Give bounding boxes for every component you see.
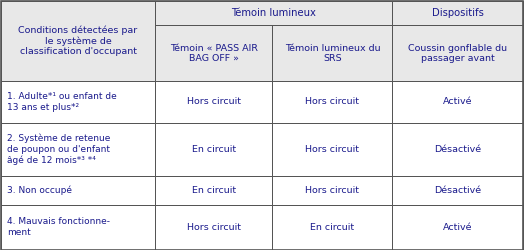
Bar (392, 82, 523, 122)
Bar (392, 176, 523, 205)
Bar (1, 82, 155, 122)
Bar (155, 122, 272, 176)
Text: Hors circuit: Hors circuit (305, 98, 359, 106)
Bar (1, 122, 155, 176)
Text: Activé: Activé (443, 222, 473, 232)
Bar (272, 122, 392, 176)
Bar (272, 205, 392, 250)
Text: Témoin « PASS AIR
BAG OFF »: Témoin « PASS AIR BAG OFF » (170, 44, 258, 63)
Text: Activé: Activé (443, 98, 473, 106)
Bar (392, 176, 523, 205)
Bar (1, 205, 155, 250)
Bar (392, 82, 523, 122)
Bar (272, 205, 392, 250)
Bar (1, 0, 155, 82)
Bar (1, 176, 155, 205)
Bar (392, 26, 523, 82)
Bar (392, 122, 523, 176)
Bar (392, 122, 523, 176)
Text: En circuit: En circuit (310, 222, 355, 232)
Bar (155, 0, 392, 25)
Bar (1, 0, 155, 82)
Bar (272, 82, 392, 122)
Bar (155, 205, 272, 250)
Bar (155, 82, 272, 122)
Text: En circuit: En circuit (192, 145, 236, 154)
Bar (272, 176, 392, 205)
Bar (155, 82, 272, 122)
Text: Témoin lumineux: Témoin lumineux (231, 8, 316, 18)
Bar (155, 122, 272, 176)
Bar (1, 122, 155, 176)
Text: Hors circuit: Hors circuit (187, 98, 241, 106)
Bar (1, 82, 155, 122)
Text: Hors circuit: Hors circuit (187, 222, 241, 232)
Text: En circuit: En circuit (192, 186, 236, 195)
Bar (1, 176, 155, 205)
Bar (272, 26, 392, 82)
Text: Conditions détectées par
le système de
classification d'occupant: Conditions détectées par le système de c… (18, 26, 138, 56)
Bar (272, 122, 392, 176)
Bar (392, 205, 523, 250)
Text: 3. Non occupé: 3. Non occupé (7, 186, 72, 195)
Bar (392, 0, 523, 25)
Text: Hors circuit: Hors circuit (305, 145, 359, 154)
Bar (155, 26, 272, 82)
Text: Témoin lumineux du
SRS: Témoin lumineux du SRS (285, 44, 380, 63)
Text: Coussin gonflable du
passager avant: Coussin gonflable du passager avant (408, 44, 507, 63)
Text: Désactivé: Désactivé (434, 186, 481, 195)
Text: 2. Système de retenue
de poupon ou d'enfant
âgé de 12 mois*³ *⁴: 2. Système de retenue de poupon ou d'enf… (7, 134, 111, 165)
Bar (272, 82, 392, 122)
Text: 1. Adulte*¹ ou enfant de
13 ans et plus*²: 1. Adulte*¹ ou enfant de 13 ans et plus*… (7, 92, 117, 112)
Text: Désactivé: Désactivé (434, 145, 481, 154)
Bar (1, 205, 155, 250)
Bar (272, 176, 392, 205)
Bar (392, 205, 523, 250)
Bar (155, 205, 272, 250)
Bar (392, 0, 523, 25)
Bar (155, 176, 272, 205)
Bar (155, 0, 392, 25)
Bar (155, 176, 272, 205)
Bar (272, 26, 392, 82)
Text: Hors circuit: Hors circuit (305, 186, 359, 195)
Text: Dispositifs: Dispositifs (432, 8, 484, 18)
Text: 4. Mauvais fonctionne-
ment: 4. Mauvais fonctionne- ment (7, 218, 111, 237)
Bar (392, 26, 523, 82)
Bar (155, 26, 272, 82)
